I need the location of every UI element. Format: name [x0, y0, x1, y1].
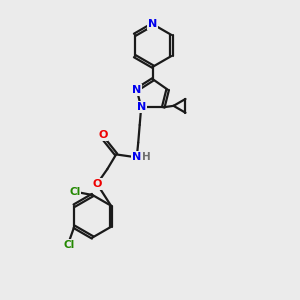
Text: O: O [92, 179, 102, 189]
Text: N: N [132, 85, 141, 94]
Text: N: N [136, 102, 146, 112]
Text: O: O [98, 130, 108, 140]
Text: Cl: Cl [64, 239, 75, 250]
Text: N: N [148, 19, 158, 29]
Text: H: H [142, 152, 151, 162]
Text: N: N [132, 152, 141, 162]
Text: Cl: Cl [69, 187, 80, 197]
